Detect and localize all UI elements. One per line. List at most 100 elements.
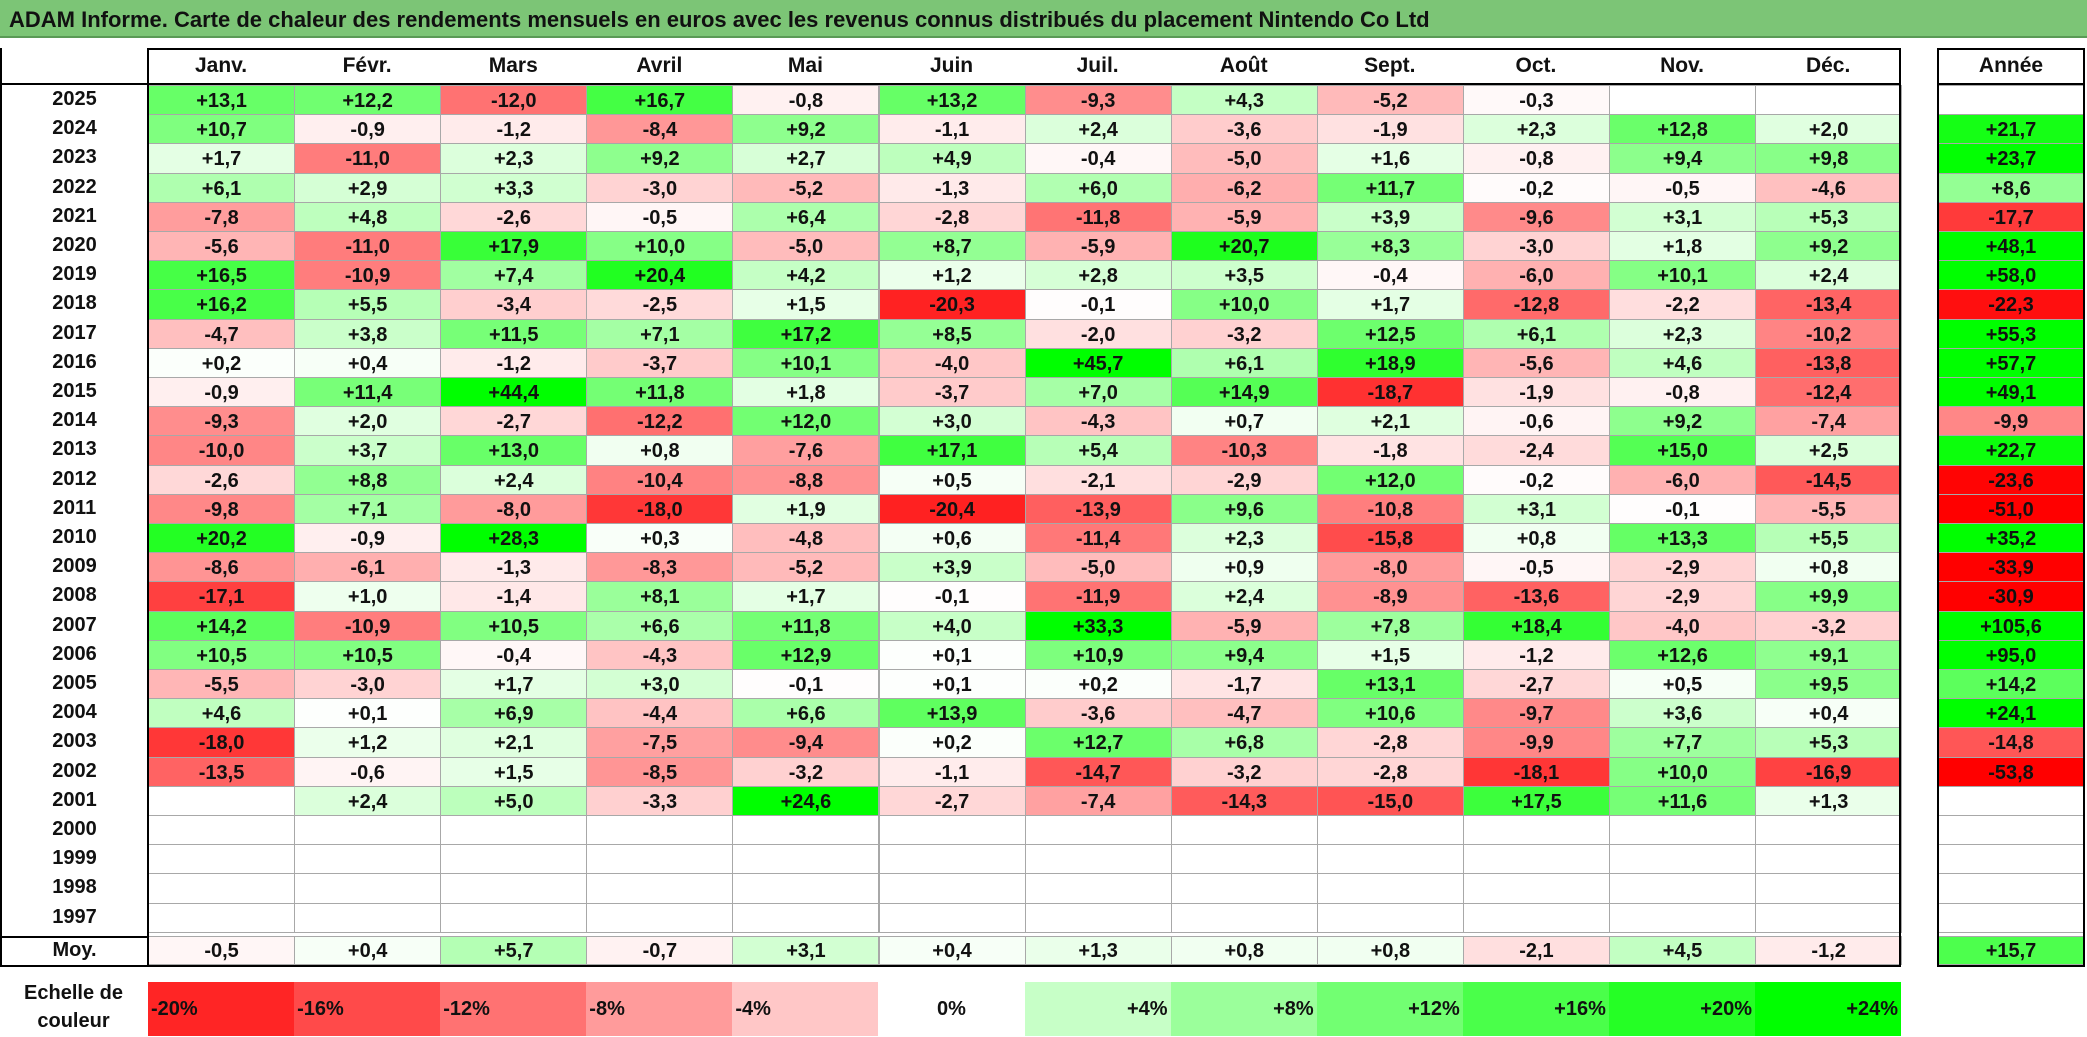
heatmap-cell: +10,6 bbox=[1316, 698, 1464, 729]
heatmap-cell: -1,1 bbox=[878, 756, 1026, 787]
average-cell: +0,4 bbox=[294, 936, 442, 965]
heatmap-cell: +6,6 bbox=[732, 698, 880, 729]
left-border bbox=[0, 48, 2, 967]
heatmap-cell: -7,6 bbox=[732, 435, 880, 466]
heatmap-cell: -5,5 bbox=[148, 669, 296, 700]
heatmap-cell bbox=[440, 902, 588, 933]
heatmap-cell: +1,7 bbox=[440, 669, 588, 700]
heatmap-cell: +8,8 bbox=[294, 464, 442, 495]
heatmap-cell: -17,1 bbox=[148, 581, 296, 612]
heatmap-cell: +1,5 bbox=[1316, 639, 1464, 670]
heatmap-cell: +2,4 bbox=[440, 464, 588, 495]
heatmap-cell: +12,8 bbox=[1609, 114, 1757, 145]
heatmap-cell: +28,3 bbox=[440, 523, 588, 554]
heatmap-cell: -5,9 bbox=[1024, 231, 1172, 262]
header-separator bbox=[148, 83, 1900, 85]
heatmap-cell bbox=[1316, 844, 1464, 875]
heatmap-cell: -8,0 bbox=[440, 493, 588, 524]
heatmap-cell: +9,2 bbox=[732, 114, 880, 145]
heatmap-cell: +10,0 bbox=[586, 231, 734, 262]
heatmap-cell: +1,0 bbox=[294, 581, 442, 612]
column-header: Juil. bbox=[1076, 54, 1119, 77]
heatmap-cell: +10,5 bbox=[148, 639, 296, 670]
heatmap-cell: -5,5 bbox=[1755, 493, 1903, 524]
heatmap-cell: +11,8 bbox=[732, 610, 880, 641]
row-year-label: 2013 bbox=[52, 438, 97, 461]
heatmap-cell: -10,9 bbox=[294, 260, 442, 291]
heatmap-cell bbox=[1316, 902, 1464, 933]
heatmap-cell: +0,6 bbox=[878, 523, 1026, 554]
heatmap-cell: -1,8 bbox=[1316, 435, 1464, 466]
heatmap-cell: +1,9 bbox=[732, 493, 880, 524]
row-year-label: 2021 bbox=[52, 204, 97, 227]
heatmap-cell: +11,7 bbox=[1316, 172, 1464, 203]
heatmap-cell: -4,7 bbox=[148, 318, 296, 349]
heatmap-cell: -0,8 bbox=[1609, 377, 1757, 408]
average-cell: -2,1 bbox=[1462, 936, 1610, 965]
column-header: Févr. bbox=[342, 54, 392, 77]
heatmap-cell: -8,8 bbox=[732, 464, 880, 495]
heatmap-cell: -18,1 bbox=[1462, 756, 1610, 787]
row-year-label: 2008 bbox=[52, 584, 97, 607]
row-year-label: 2006 bbox=[52, 642, 97, 665]
annual-cell: -23,6 bbox=[1938, 464, 2084, 495]
heatmap-cell: -3,6 bbox=[1170, 114, 1318, 145]
heatmap-cell: -2,7 bbox=[440, 406, 588, 437]
average-row-label: Moy. bbox=[52, 939, 97, 961]
heatmap-cell: +2,5 bbox=[1755, 435, 1903, 466]
heatmap-cell: +20,4 bbox=[586, 260, 734, 291]
heatmap-cell: -2,9 bbox=[1170, 464, 1318, 495]
page-title: ADAM Informe. Carte de chaleur des rende… bbox=[0, 0, 2087, 38]
heatmap-cell: +9,1 bbox=[1755, 639, 1903, 670]
heatmap-cell: +9,6 bbox=[1170, 493, 1318, 524]
heatmap-cell: -7,4 bbox=[1024, 785, 1172, 816]
scale-swatch: -16% bbox=[294, 982, 441, 1036]
heatmap-cell: -3,0 bbox=[294, 669, 442, 700]
column-header: Déc. bbox=[1805, 54, 1851, 77]
heatmap-cell: +0,2 bbox=[148, 347, 296, 378]
heatmap-cell: -13,9 bbox=[1024, 493, 1172, 524]
heatmap-cell: +2,3 bbox=[1462, 114, 1610, 145]
heatmap-cell: -5,2 bbox=[732, 552, 880, 583]
annual-cell: +22,7 bbox=[1938, 435, 2084, 466]
heatmap-cell: -8,0 bbox=[1316, 552, 1464, 583]
heatmap-cell: +3,0 bbox=[586, 669, 734, 700]
heatmap-cell bbox=[148, 902, 296, 933]
heatmap-cell: -10,8 bbox=[1316, 493, 1464, 524]
heatmap-cell: +13,2 bbox=[878, 85, 1026, 116]
scale-label-line2: couleur bbox=[37, 1010, 110, 1032]
heatmap-cell bbox=[1755, 873, 1903, 904]
heatmap-cell: -2,8 bbox=[878, 201, 1026, 232]
heatmap-cell: -1,7 bbox=[1170, 669, 1318, 700]
row-year-label: 2025 bbox=[52, 88, 97, 110]
row-year-label: 1997 bbox=[52, 905, 97, 928]
annual-cell: +8,6 bbox=[1938, 172, 2084, 203]
heatmap-cell: +9,8 bbox=[1755, 143, 1903, 174]
heatmap-cell: -6,0 bbox=[1609, 464, 1757, 495]
heatmap-cell: +2,4 bbox=[1755, 260, 1903, 291]
annual-cell: -14,8 bbox=[1938, 727, 2084, 758]
heatmap-cell: +1,7 bbox=[732, 581, 880, 612]
average-cell: +0,8 bbox=[1316, 936, 1464, 965]
annual-cell bbox=[1938, 815, 2084, 846]
row-year-label: 2009 bbox=[52, 555, 97, 578]
average-annual-cell: +15,7 bbox=[1938, 936, 2084, 965]
heatmap-cell: -2,5 bbox=[586, 289, 734, 320]
heatmap-cell: +10,9 bbox=[1024, 639, 1172, 670]
heatmap-cell: +15,0 bbox=[1609, 435, 1757, 466]
heatmap-cell: -5,9 bbox=[1170, 201, 1318, 232]
heatmap-cell: -11,0 bbox=[294, 143, 442, 174]
heatmap-cell: +5,3 bbox=[1755, 727, 1903, 758]
column-header: Nov. bbox=[1660, 54, 1705, 77]
heatmap-cell: +10,5 bbox=[294, 639, 442, 670]
heatmap-cell: +7,0 bbox=[1024, 377, 1172, 408]
heatmap-cell: -0,9 bbox=[148, 377, 296, 408]
heatmap-cell: -5,0 bbox=[732, 231, 880, 262]
heatmap-cell: -3,2 bbox=[1755, 610, 1903, 641]
heatmap-cell bbox=[878, 873, 1026, 904]
heatmap-cell: +11,8 bbox=[586, 377, 734, 408]
annual-cell: -17,7 bbox=[1938, 201, 2084, 232]
heatmap-cell: +17,1 bbox=[878, 435, 1026, 466]
heatmap-cell: -11,4 bbox=[1024, 523, 1172, 554]
heatmap-cell: +10,0 bbox=[1609, 756, 1757, 787]
